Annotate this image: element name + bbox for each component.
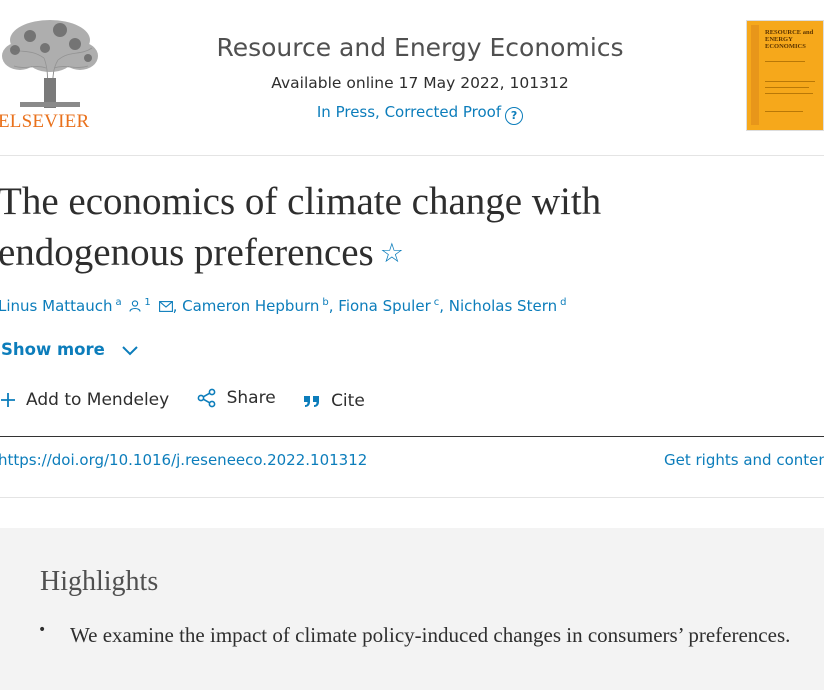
author-link[interactable]: Nicholas Stern d — [448, 297, 567, 315]
share-label: Share — [226, 388, 276, 408]
divider — [0, 497, 824, 498]
publisher-name: ELSEVIER — [0, 111, 90, 132]
help-icon[interactable]: ? — [505, 107, 524, 125]
quote-icon — [303, 394, 321, 408]
cite-label: Cite — [331, 391, 365, 411]
article-title-text: The economics of climate change with end… — [0, 180, 602, 274]
divider — [0, 436, 824, 437]
share-icon — [197, 388, 217, 408]
author-link[interactable]: Cameron Hepburn b — [182, 297, 329, 315]
cover-line — [765, 81, 815, 82]
highlight-item: We examine the impact of climate policy-… — [70, 623, 791, 647]
bullet-icon: • — [38, 622, 47, 638]
author-link[interactable]: Linus Mattauch a — [0, 297, 122, 315]
mendeley-label: Add to Mendeley — [26, 390, 170, 410]
article-actions: Add to Mendeley Share Cite — [0, 388, 387, 413]
article-title: The economics of climate change with end… — [0, 176, 758, 279]
show-more-button[interactable]: Show more — [1, 340, 139, 361]
available-online: Available online 17 May 2022, 101312 — [271, 74, 569, 92]
cover-line — [765, 61, 805, 62]
add-to-mendeley-button[interactable]: Add to Mendeley — [0, 390, 169, 410]
article-status-label: In Press, Corrected Proof — [316, 103, 502, 121]
highlights-section — [0, 528, 824, 690]
cover-strip — [751, 25, 759, 125]
doi-link[interactable]: https://doi.org/10.1016/j.reseneeco.2022… — [0, 451, 368, 469]
elsevier-tree-icon — [2, 20, 98, 109]
plus-icon — [0, 392, 16, 408]
article-status[interactable]: In Press, Corrected Proof? — [160, 103, 680, 125]
author-link[interactable]: Fiona Spuler c — [338, 297, 440, 315]
author-footnote[interactable]: 1 — [144, 297, 151, 308]
cover-line — [765, 111, 803, 112]
rights-link[interactable]: Get rights and content — [664, 451, 824, 469]
cover-line — [765, 87, 809, 88]
star-icon[interactable]: ☆ — [379, 238, 404, 269]
chevron-down-icon — [121, 342, 139, 361]
journal-cover[interactable]: RESOURCE and ENERGY ECONOMICS — [746, 20, 824, 131]
cover-line — [765, 93, 813, 94]
person-icon[interactable] — [129, 298, 141, 316]
elsevier-logo[interactable]: ELSEVIER — [0, 18, 100, 134]
cite-button[interactable]: Cite — [303, 391, 365, 411]
journal-title[interactable]: Resource and Energy Economics — [216, 33, 624, 62]
divider — [0, 155, 824, 156]
cover-title: RESOURCE and ENERGY ECONOMICS — [765, 29, 814, 50]
author-list: Linus Mattauch a 1 , Cameron Hepburn b, Fi… — [0, 297, 567, 316]
show-more-label: Show more — [1, 340, 105, 359]
email-icon[interactable] — [158, 298, 173, 316]
share-button[interactable]: Share — [197, 388, 276, 408]
highlights-heading: Highlights — [40, 566, 159, 597]
